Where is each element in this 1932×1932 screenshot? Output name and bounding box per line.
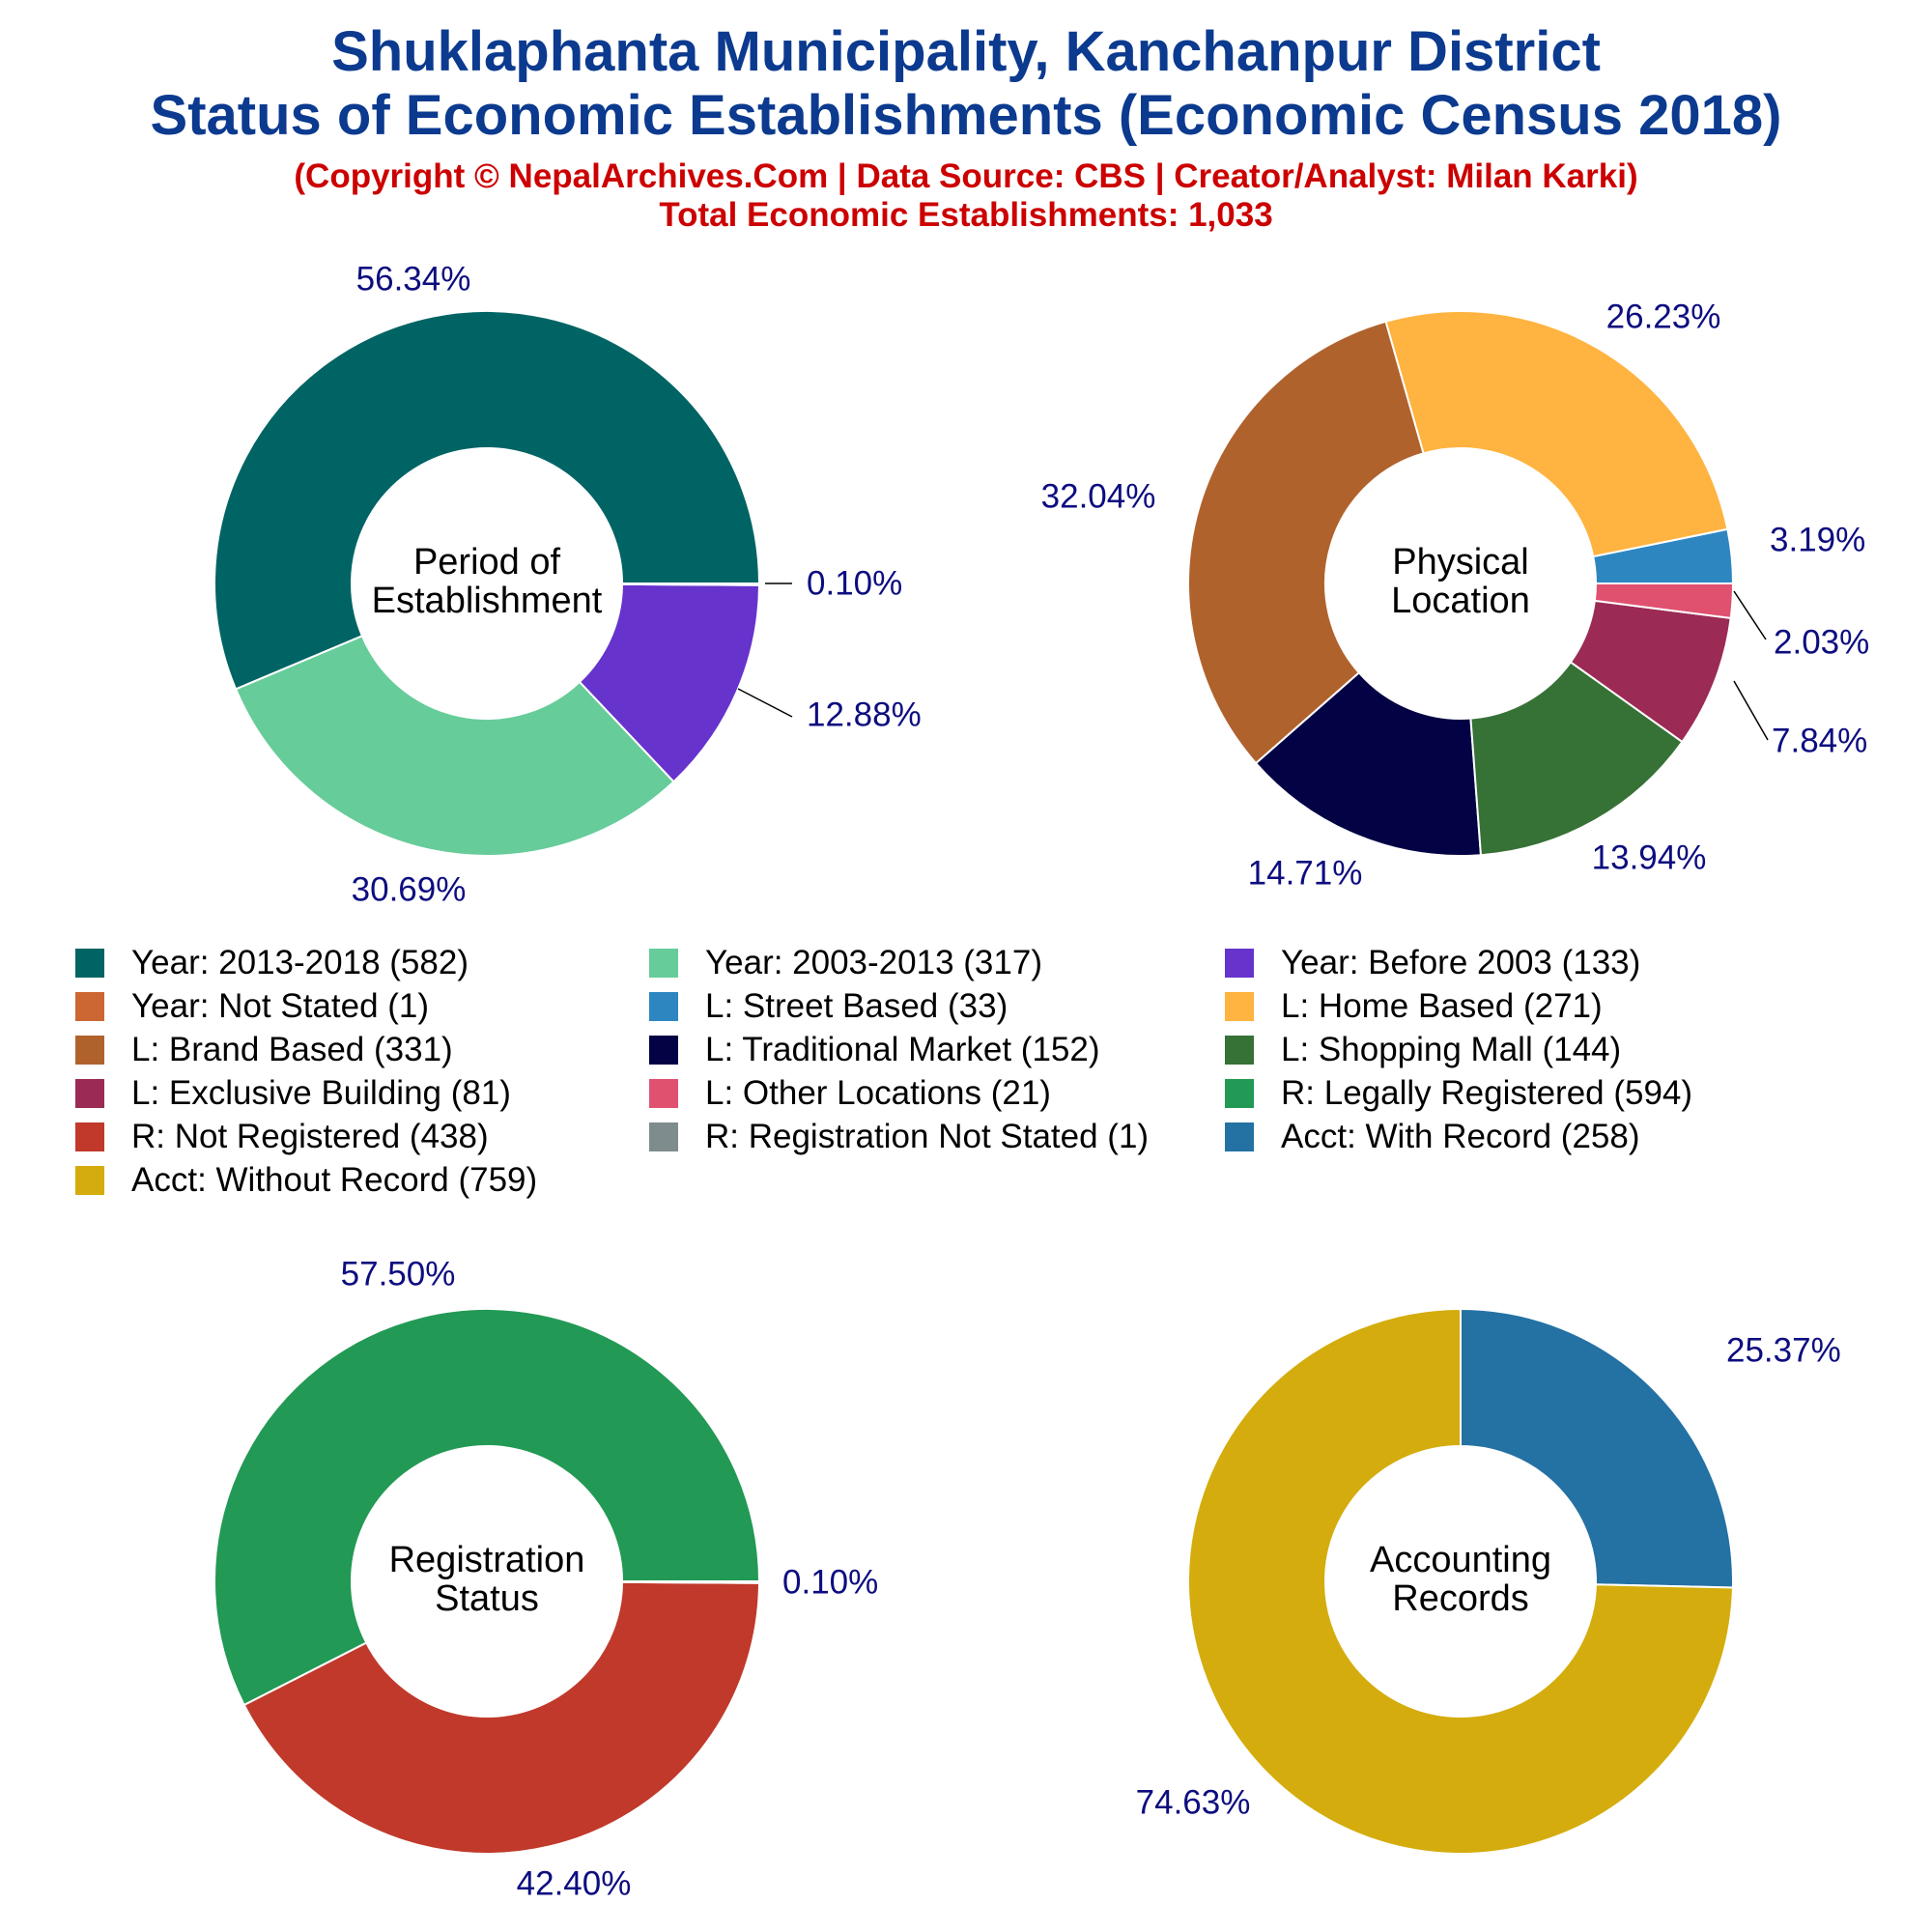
label-leader-line [1733, 590, 1767, 640]
legend-swatch [75, 992, 104, 1021]
slice-percent-label: 12.88% [807, 696, 922, 733]
donut-center-label: Records [1392, 1578, 1529, 1619]
legend-label: L: Brand Based (331) [131, 1031, 453, 1068]
legend-label: R: Not Registered (438) [131, 1118, 489, 1155]
legend-swatch [649, 992, 678, 1021]
legend-item: Year: Before 2003 (133) [1225, 942, 1640, 984]
legend-label: Acct: Without Record (759) [131, 1161, 538, 1199]
legend-item: L: Brand Based (331) [75, 1029, 453, 1071]
legend-swatch [649, 1122, 678, 1151]
legend-item: R: Registration Not Stated (1) [649, 1116, 1149, 1158]
legend-swatch [75, 1079, 104, 1108]
donut-slice [620, 582, 761, 586]
slice-percent-label: 13.94% [1592, 838, 1707, 876]
donut-slice [1187, 320, 1425, 765]
donut-slice [620, 1580, 761, 1584]
donut-slice [242, 1580, 761, 1855]
legend-item: Acct: With Record (258) [1225, 1116, 1640, 1158]
legend-label: Year: Before 2003 (133) [1281, 944, 1641, 981]
legend-item: L: Other Locations (21) [649, 1072, 1051, 1115]
slice-percent-label: 0.10% [782, 1563, 878, 1601]
legend-swatch [1225, 1079, 1254, 1108]
legend-label: L: Other Locations (21) [705, 1074, 1051, 1112]
legend-item: Year: Not Stated (1) [75, 985, 429, 1028]
slice-percent-label: 3.19% [1770, 521, 1865, 558]
donut-center-label: Status [435, 1578, 539, 1619]
slice-percent-label: 0.10% [807, 564, 902, 602]
legend-label: Year: 2013-2018 (582) [131, 944, 469, 981]
legend-swatch [75, 949, 104, 978]
legend-label: R: Registration Not Stated (1) [705, 1118, 1150, 1155]
legend-item: Year: 2003-2013 (317) [649, 942, 1042, 984]
legend-swatch [1225, 949, 1254, 978]
legend-swatch [1225, 992, 1254, 1021]
donut-slice [1460, 1307, 1734, 1589]
legend-item: L: Traditional Market (152) [649, 1029, 1100, 1071]
donut-slice [234, 635, 675, 857]
slice-percent-label: 30.69% [352, 870, 467, 908]
slice-percent-label: 14.71% [1248, 854, 1363, 892]
chart-title-line-2: Status of Economic Establishments (Econo… [150, 84, 1782, 147]
chart-subtitle-total: Total Economic Establishments: 1,033 [659, 196, 1273, 234]
donut-slice [213, 310, 761, 691]
donut-slice [1593, 582, 1735, 620]
legend-item: L: Street Based (33) [649, 985, 1008, 1028]
slice-percent-label: 57.50% [341, 1255, 456, 1293]
chart-legend: Year: 2013-2018 (582) Year: 2003-2013 (31… [75, 942, 1911, 1222]
chart-subtitle-copyright: (Copyright © NepalArchives.Com | Data So… [294, 157, 1638, 195]
chart-title-line-1: Shuklaphanta Municipality, Kanchanpur Di… [331, 20, 1601, 83]
legend-swatch [75, 1036, 104, 1065]
donut-center-label: Physical [1392, 542, 1529, 582]
slice-percent-label: 74.63% [1136, 1783, 1251, 1821]
donut-slice [213, 1308, 761, 1707]
legend-label: Year: Not Stated (1) [131, 987, 430, 1025]
slice-percent-label: 25.37% [1726, 1331, 1841, 1369]
donut-center-label: Establishment [372, 581, 603, 621]
donut-center-label: Location [1391, 581, 1530, 621]
legend-item: L: Home Based (271) [1225, 985, 1603, 1028]
slice-percent-label: 32.04% [1041, 477, 1156, 515]
legend-label: R: Legally Registered (594) [1281, 1074, 1693, 1112]
label-leader-line [737, 688, 793, 718]
donut-slice [578, 582, 761, 783]
legend-label: L: Exclusive Building (81) [131, 1074, 511, 1112]
legend-label: L: Shopping Mall (144) [1281, 1031, 1622, 1068]
slice-percent-label: 56.34% [356, 260, 471, 298]
slice-percent-label: 7.84% [1772, 722, 1867, 759]
legend-item: R: Legally Registered (594) [1225, 1072, 1692, 1115]
legend-label: Year: 2003-2013 (317) [705, 944, 1042, 981]
legend-swatch [1225, 1122, 1254, 1151]
donut-center-label: Period of [413, 542, 561, 582]
slice-percent-label: 2.03% [1774, 623, 1869, 661]
donut-slice [1254, 670, 1483, 857]
legend-label: L: Street Based (33) [705, 987, 1009, 1025]
donut-slice [1187, 1307, 1734, 1855]
slice-percent-label: 26.23% [1606, 298, 1721, 335]
legend-label: L: Traditional Market (152) [705, 1031, 1100, 1068]
label-leader-line [1733, 680, 1769, 741]
donut-center-label: Registration [389, 1540, 585, 1580]
legend-swatch [649, 1079, 678, 1108]
slice-percent-label: 42.40% [517, 1864, 632, 1902]
legend-swatch [649, 949, 678, 978]
legend-item: Acct: Without Record (759) [75, 1159, 537, 1202]
legend-item: Year: 2013-2018 (582) [75, 942, 469, 984]
donut-slice [1384, 310, 1729, 558]
legend-label: L: Home Based (271) [1281, 987, 1603, 1025]
legend-item: L: Exclusive Building (81) [75, 1072, 511, 1115]
legend-swatch [75, 1166, 104, 1195]
legend-item: L: Shopping Mall (144) [1225, 1029, 1621, 1071]
legend-label: Acct: With Record (258) [1281, 1118, 1640, 1155]
legend-item: R: Not Registered (438) [75, 1116, 489, 1158]
legend-swatch [75, 1122, 104, 1151]
donut-center-label: Accounting [1370, 1540, 1551, 1580]
legend-swatch [1225, 1036, 1254, 1065]
donut-slice [1469, 660, 1684, 857]
legend-swatch [649, 1036, 678, 1065]
